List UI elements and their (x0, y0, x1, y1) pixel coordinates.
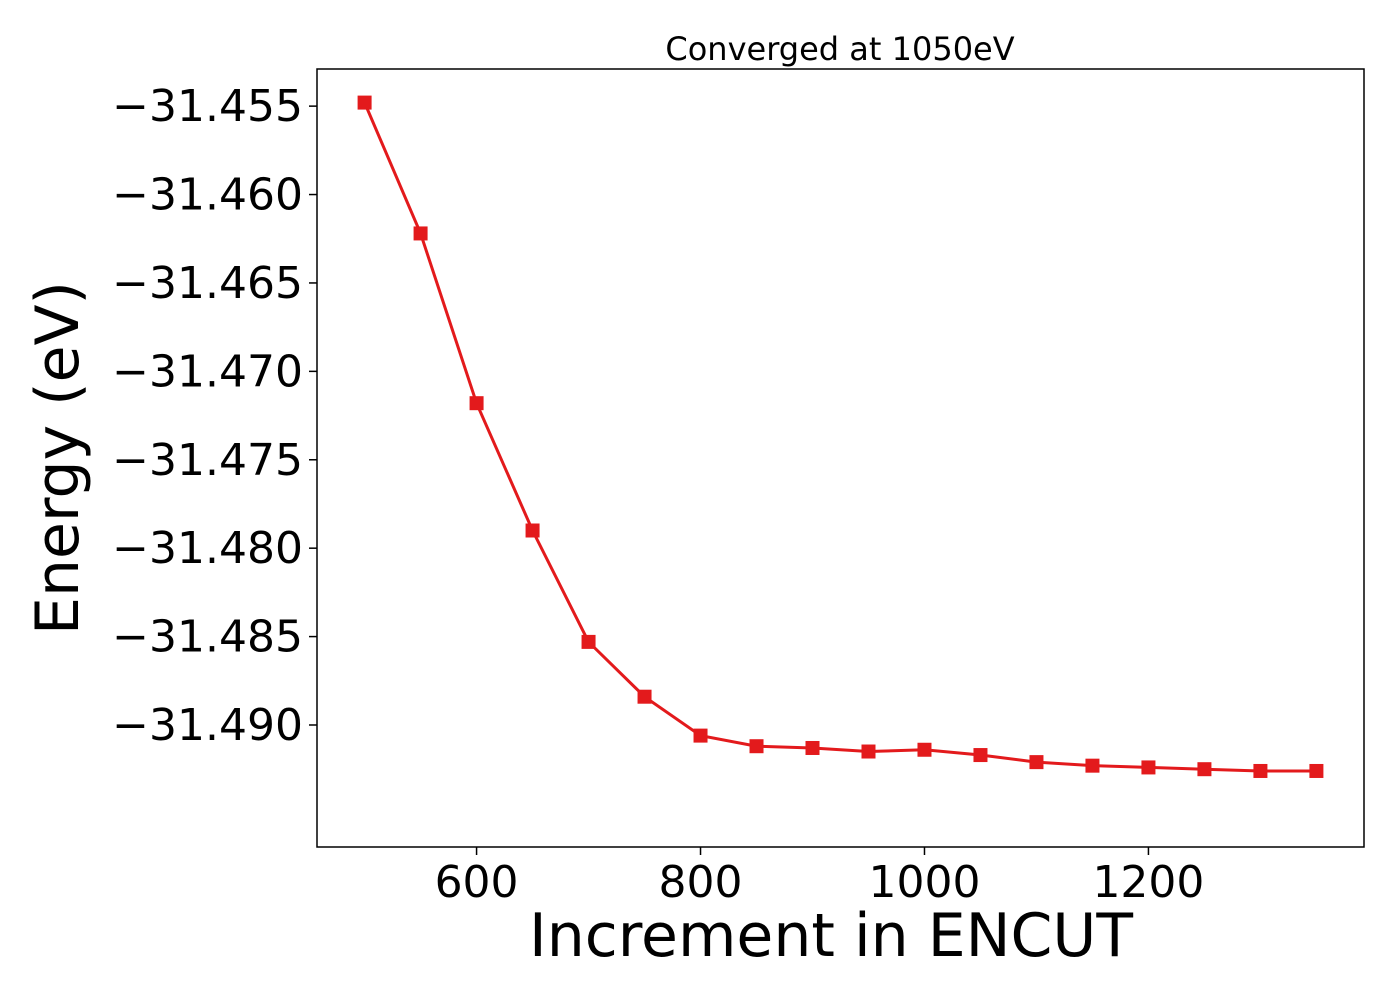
x-tick-label: 1000 (868, 857, 980, 908)
data-point-marker (581, 634, 596, 649)
y-tick-label: −31.485 (112, 612, 303, 663)
data-point-marker (693, 728, 708, 743)
data-point-marker (469, 396, 484, 411)
y-axis-title: Energy (eV) (23, 281, 93, 635)
series-group (357, 95, 1324, 778)
x-tick-label: 600 (435, 857, 519, 908)
data-point-marker (917, 742, 932, 757)
y-tick-label: −31.455 (112, 81, 303, 132)
data-point-marker (1253, 763, 1268, 778)
data-point-marker (1197, 762, 1212, 777)
series-line (363, 102, 1317, 773)
data-point-marker (973, 748, 988, 763)
x-tick-label: 1200 (1092, 857, 1204, 908)
data-point-marker (1309, 763, 1324, 778)
x-axis-title: Increment in ENCUT (529, 901, 1133, 971)
x-axis-ticks: 600 800 1000 1200 (435, 847, 1204, 908)
data-point-marker (525, 523, 540, 538)
data-point-marker (637, 689, 652, 704)
y-tick-label: −31.475 (112, 435, 303, 486)
data-point-marker (805, 740, 820, 755)
y-tick-label: −31.460 (112, 170, 303, 221)
data-point-marker (1029, 755, 1044, 770)
x-tick-label: 800 (659, 857, 743, 908)
y-axis-ticks: −31.455 −31.460 −31.465 −31.470 −31.475 −31.4… (112, 81, 317, 751)
data-point-marker (357, 95, 372, 110)
y-tick-label: −31.480 (112, 523, 303, 574)
data-point-marker (1141, 760, 1156, 775)
y-tick-label: −31.470 (112, 346, 303, 397)
y-tick-label: −31.490 (112, 700, 303, 751)
chart-title: Converged at 1050eV (665, 30, 1014, 68)
data-point-marker (861, 744, 876, 759)
data-point-marker (1085, 758, 1100, 773)
data-point-marker (413, 226, 428, 241)
plot-area-frame (316, 68, 1365, 848)
y-tick-label: −31.465 (112, 258, 303, 309)
data-point-marker (749, 739, 764, 754)
